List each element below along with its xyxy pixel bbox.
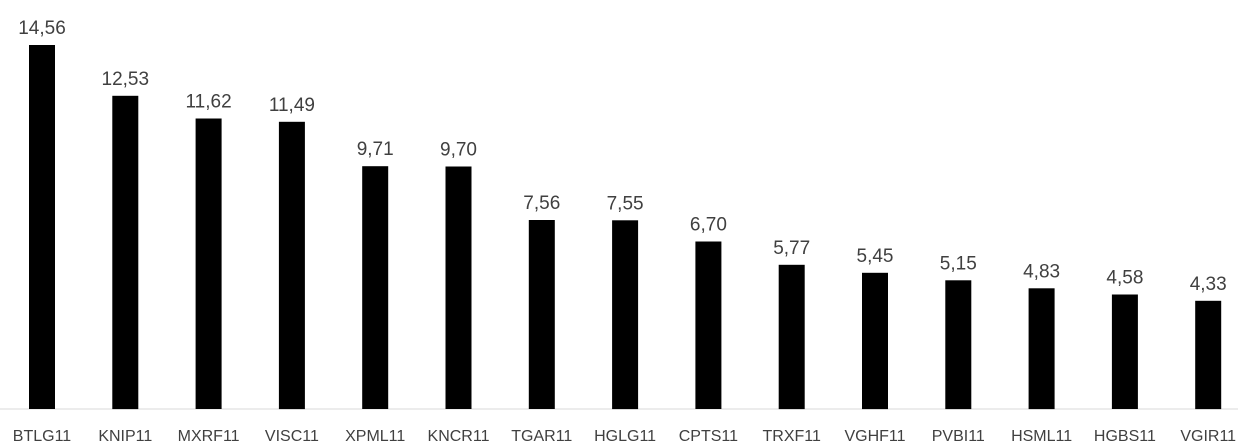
value-label-cpts11: 6,70 <box>690 215 727 236</box>
bar-pvbi11 <box>945 280 972 410</box>
bar-vgir11 <box>1195 300 1222 410</box>
category-label-hgbs11: HGBS11 <box>1094 428 1156 445</box>
value-labels-group: 14,56 12,53 11,62 11,49 9,71 9,70 7,56 7,55 6,70… <box>18 18 1226 295</box>
value-label-xpml11: 9,71 <box>357 139 394 160</box>
bar-hsml11 <box>1028 288 1055 410</box>
category-label-tgar11: TGAR11 <box>511 428 572 445</box>
category-label-hglg11: HGLG11 <box>594 428 656 445</box>
category-label-visc11: VISC11 <box>265 428 319 445</box>
category-label-hsml11: HSML11 <box>1011 428 1072 445</box>
bar-mxrf11 <box>195 118 222 409</box>
value-label-vgir11: 4,33 <box>1190 274 1227 295</box>
bar-cpts11 <box>695 241 722 409</box>
value-label-hsml11: 4,83 <box>1023 261 1060 282</box>
category-label-trxf11: TRXF11 <box>763 428 821 445</box>
bars-group <box>29 45 1222 410</box>
category-label-kncr11: KNCR11 <box>428 428 490 445</box>
value-label-hgbs11: 4,58 <box>1106 268 1143 289</box>
value-label-trxf11: 5,77 <box>773 238 810 259</box>
category-labels-group: BTLG11 KNIP11 MXRF11 VISC11 XPML11 KNCR11 TGAR… <box>13 428 1236 445</box>
category-label-vgir11: VGIR11 <box>1180 428 1236 445</box>
value-label-visc11: 11,49 <box>269 95 315 116</box>
category-label-cpts11: CPTS11 <box>679 428 738 445</box>
category-label-xpml11: XPML11 <box>345 428 405 445</box>
value-label-vghf11: 5,45 <box>857 246 894 267</box>
bar-knip11 <box>112 95 139 410</box>
category-label-mxrf11: MXRF11 <box>178 428 240 445</box>
value-label-pvbi11: 5,15 <box>940 253 977 274</box>
bar-kncr11 <box>445 166 472 409</box>
bar-vghf11 <box>862 272 888 410</box>
value-label-hglg11: 7,55 <box>607 193 644 214</box>
bar-visc11 <box>278 121 305 410</box>
value-label-tgar11: 7,56 <box>523 193 560 214</box>
bar-trxf11 <box>778 264 805 410</box>
category-label-vghf11: VGHF11 <box>844 428 905 445</box>
value-label-kncr11: 9,70 <box>440 140 477 161</box>
value-label-knip11: 12,53 <box>102 69 150 90</box>
category-label-btlg11: BTLG11 <box>13 428 72 445</box>
category-label-pvbi11: PVBI11 <box>932 428 985 445</box>
category-label-knip11: KNIP11 <box>98 428 152 445</box>
bar-hglg11 <box>612 220 639 410</box>
bar-tgar11 <box>528 220 555 409</box>
value-label-btlg11: 14,56 <box>18 18 66 39</box>
bar-btlg11 <box>29 45 55 409</box>
bar-xpml11 <box>362 166 389 409</box>
value-label-mxrf11: 11,62 <box>186 92 232 113</box>
bar-hgbs11 <box>1111 294 1138 409</box>
